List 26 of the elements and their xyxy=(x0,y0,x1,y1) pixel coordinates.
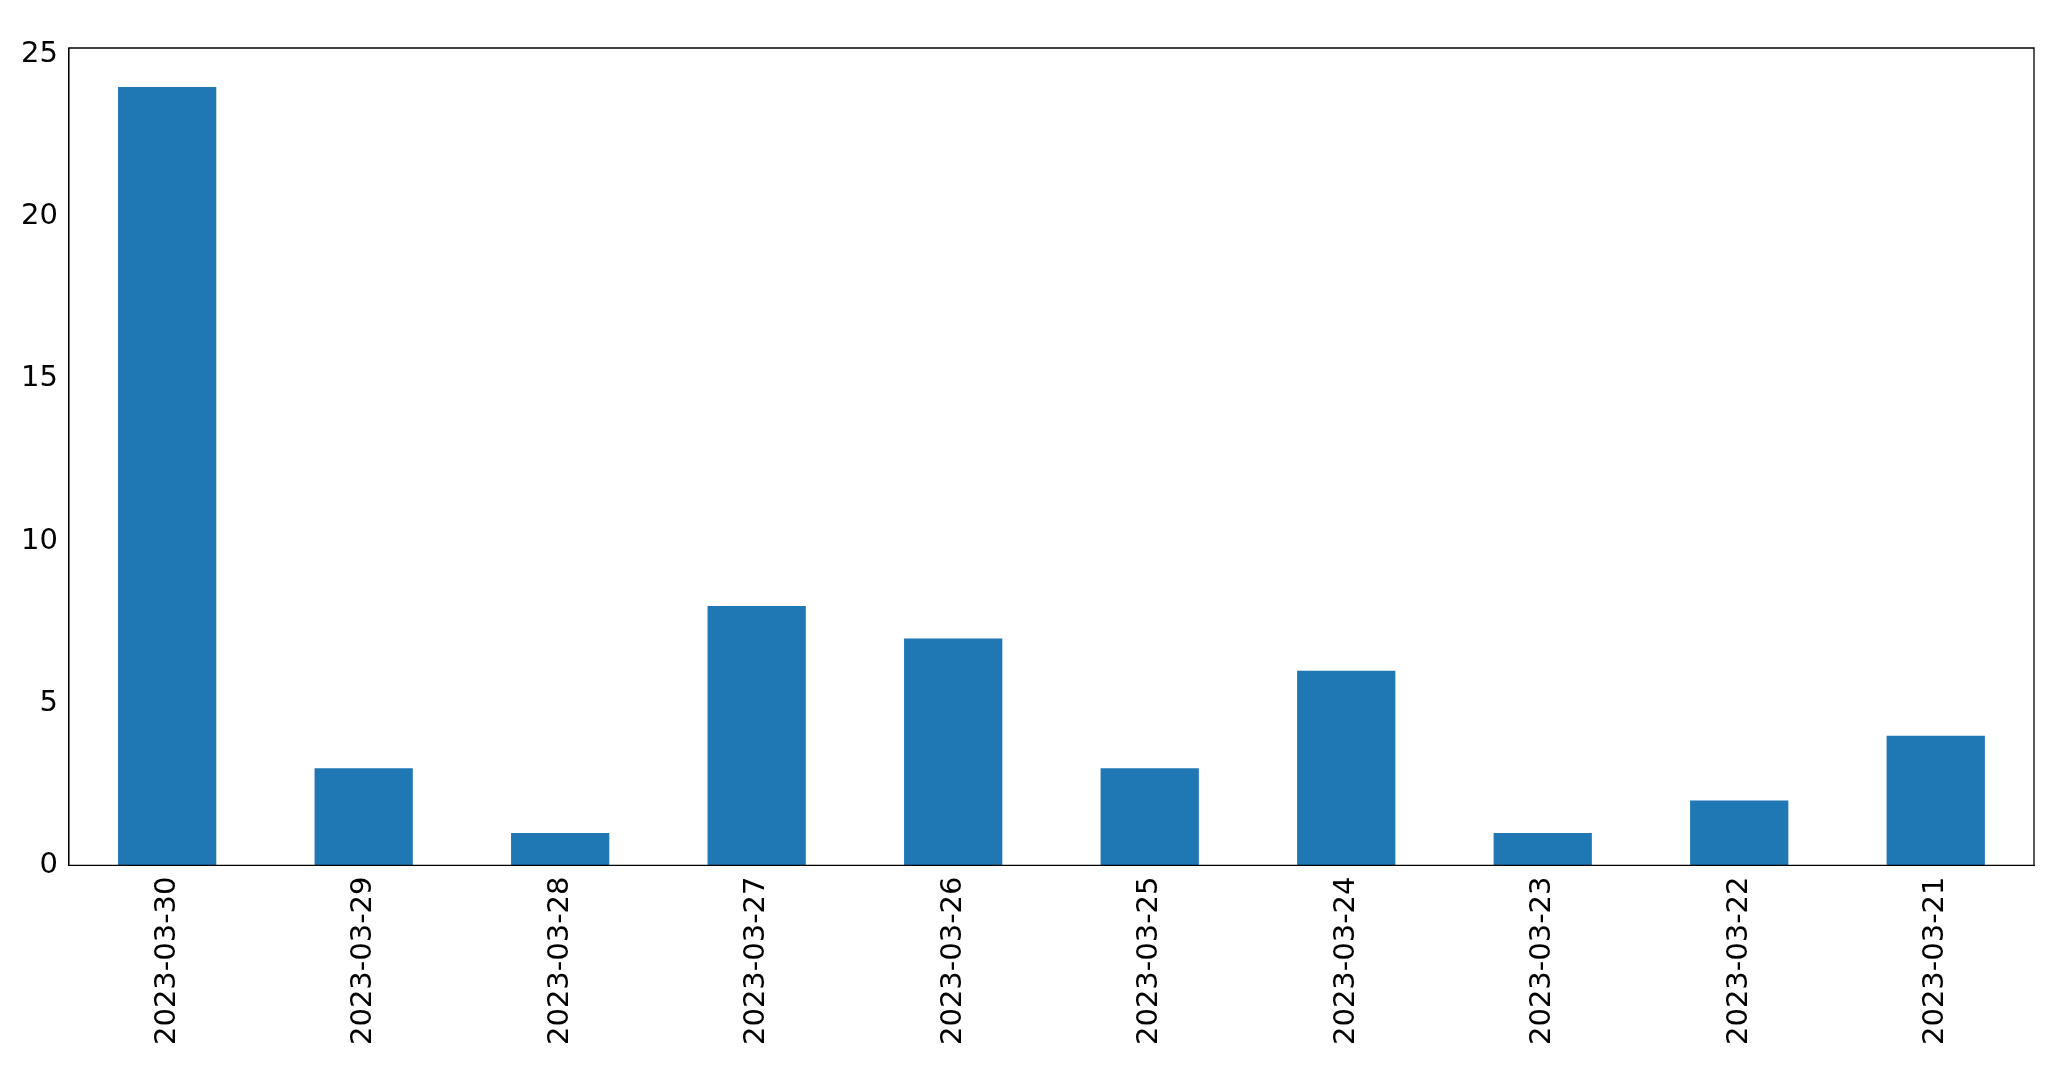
y-tick-label: 15 xyxy=(21,359,58,394)
bar xyxy=(1297,670,1396,866)
y-tick-label: 20 xyxy=(21,197,58,232)
x-tick-label: 2023-03-28 xyxy=(540,876,575,1046)
x-tick-label: 2023-03-22 xyxy=(1719,876,1754,1046)
bar xyxy=(1493,833,1592,866)
bar xyxy=(1886,735,1985,866)
x-tick-label: 2023-03-25 xyxy=(1130,876,1165,1046)
y-tick-label: 25 xyxy=(21,35,58,70)
bar xyxy=(118,86,217,866)
x-tick-label: 2023-03-26 xyxy=(933,876,968,1046)
x-tick-label: 2023-03-21 xyxy=(1916,876,1951,1046)
bar xyxy=(1100,768,1199,866)
x-tick-label: 2023-03-24 xyxy=(1326,876,1361,1046)
x-tick-label: 2023-03-23 xyxy=(1523,876,1558,1046)
x-tick-label: 2023-03-27 xyxy=(737,876,772,1046)
bar xyxy=(707,605,806,866)
bar xyxy=(314,768,413,866)
y-tick-label: 0 xyxy=(39,846,58,880)
bar xyxy=(904,638,1003,866)
bar xyxy=(511,833,610,866)
y-tick-label: 10 xyxy=(21,521,58,556)
y-tick-label: 5 xyxy=(39,683,58,718)
x-tick-label: 2023-03-29 xyxy=(344,876,379,1046)
bar xyxy=(1690,800,1789,866)
x-tick-label: 2023-03-30 xyxy=(147,876,182,1046)
